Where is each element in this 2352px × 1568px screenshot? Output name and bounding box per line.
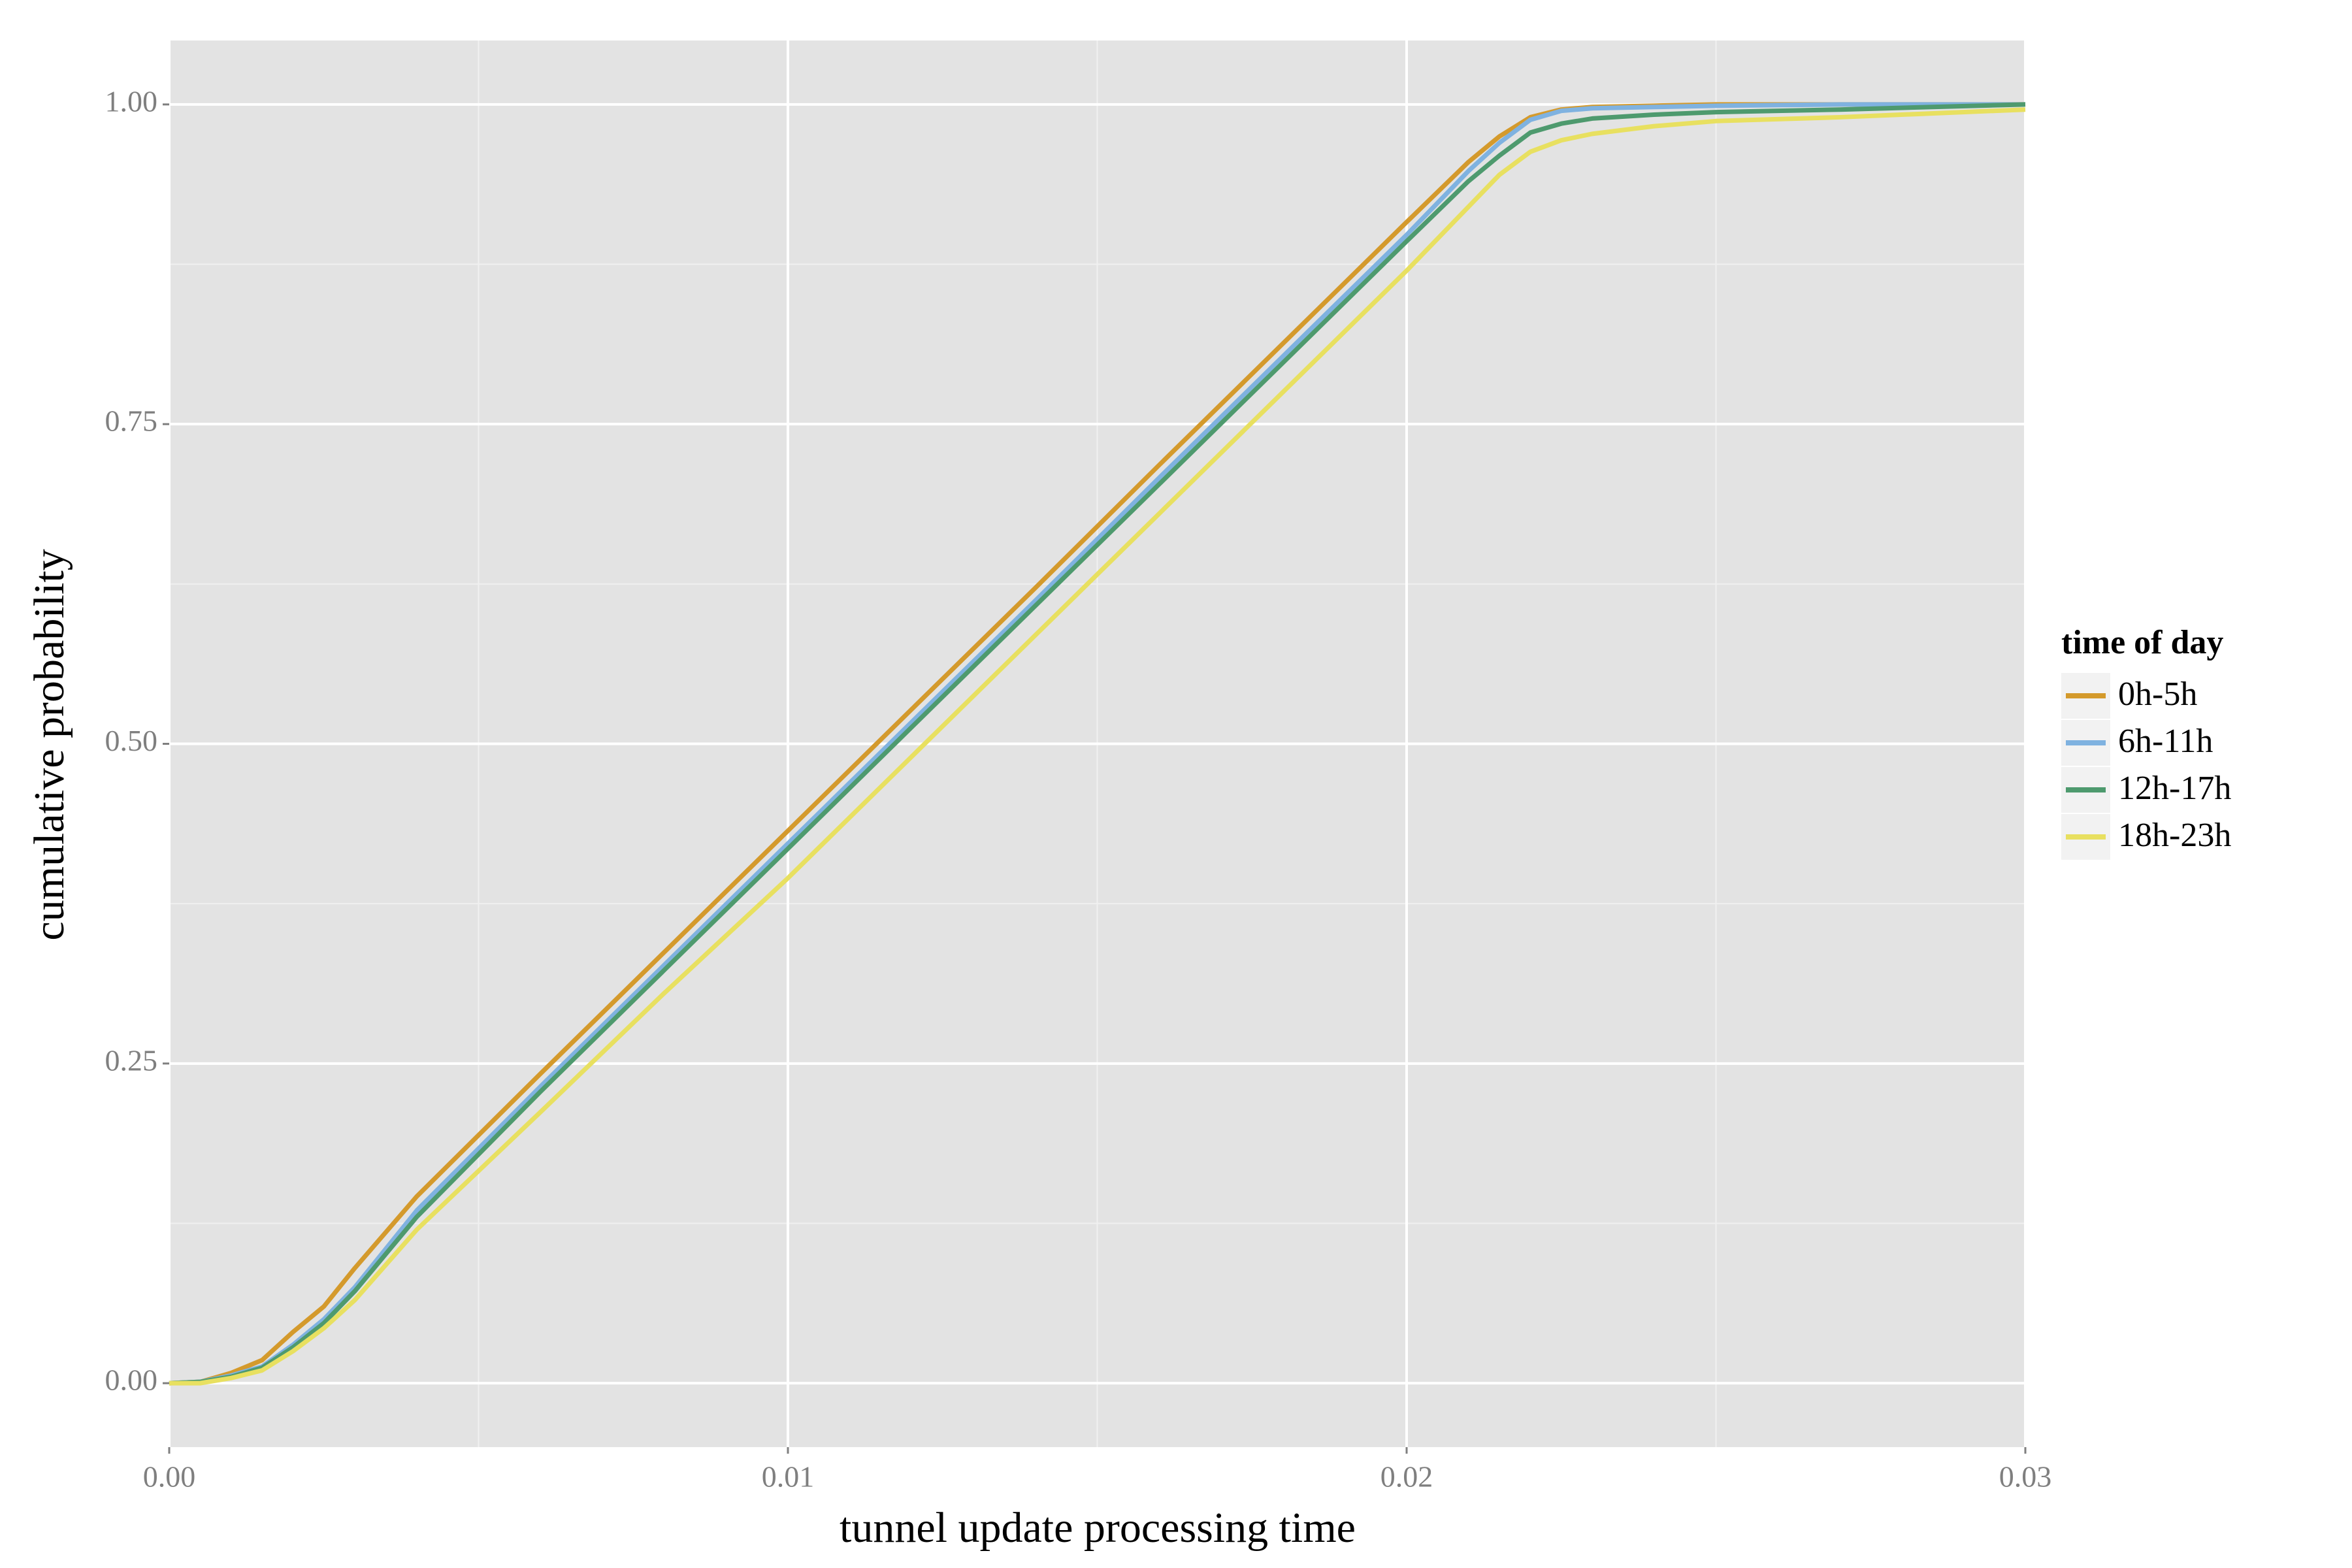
y-tick-label: 1.00 xyxy=(105,84,158,118)
series-line xyxy=(169,102,2026,1386)
series-line xyxy=(169,107,2026,1386)
x-tick-label: 0.00 xyxy=(143,1460,196,1494)
y-tick-label: 0.75 xyxy=(105,404,158,438)
legend-label: 6h-11h xyxy=(2118,723,2213,760)
y-tick-label: 0.00 xyxy=(105,1364,158,1397)
y-tick-label: 0.25 xyxy=(105,1043,158,1077)
x-tick-label: 0.01 xyxy=(762,1460,815,1494)
legend-title: time of day xyxy=(2061,624,2223,661)
legend-label: 12h-17h xyxy=(2118,770,2231,807)
x-axis-title: tunnel update processing time xyxy=(840,1504,1356,1552)
x-tick-label: 0.03 xyxy=(1999,1460,2052,1494)
x-tick-label: 0.02 xyxy=(1380,1460,1433,1494)
legend-label: 0h-5h xyxy=(2118,676,2197,713)
y-axis-title: cumulative probability xyxy=(25,549,73,940)
y-tick-label: 0.50 xyxy=(105,724,158,757)
legend-label: 18h-23h xyxy=(2118,817,2231,854)
